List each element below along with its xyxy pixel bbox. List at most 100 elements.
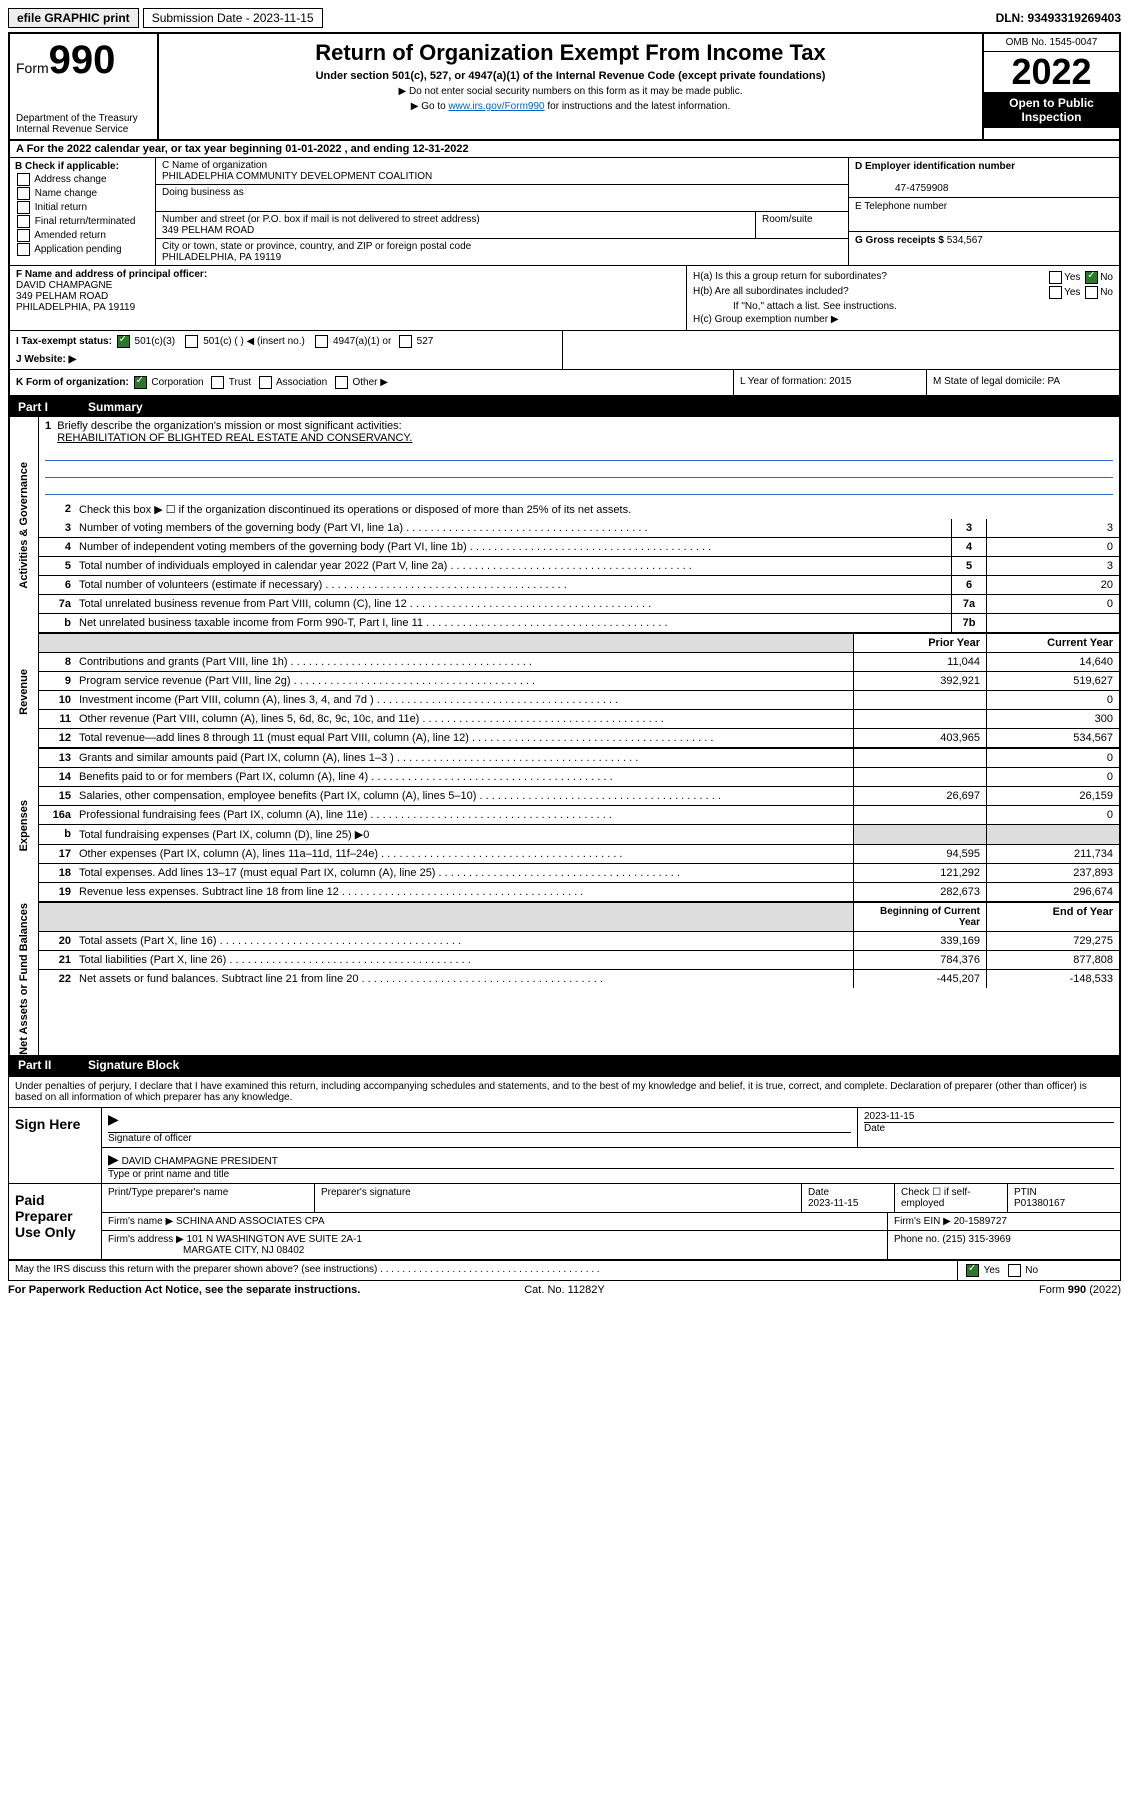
efile-print-button[interactable]: efile GRAPHIC print — [8, 8, 139, 28]
ck-501c[interactable] — [185, 335, 198, 348]
officer-addr2: PHILADELPHIA, PA 19119 — [16, 302, 135, 313]
p16a — [853, 806, 986, 824]
row-j-website: J Website: ▶ — [16, 354, 76, 365]
line-9: Program service revenue (Part VIII, line… — [75, 672, 853, 690]
hdr-current: Current Year — [986, 634, 1119, 652]
city-label: City or town, state or province, country… — [162, 241, 471, 252]
line-19: Revenue less expenses. Subtract line 18 … — [75, 883, 853, 901]
sig-intro: Under penalties of perjury, I declare th… — [9, 1077, 1120, 1108]
tab-governance: Activities & Governance — [18, 462, 30, 589]
dept-treasury: Department of the Treasury — [16, 113, 151, 124]
hdr-begin: Beginning of Current Year — [853, 903, 986, 931]
discuss-line: May the IRS discuss this return with the… — [9, 1261, 958, 1280]
tab-revenue: Revenue — [18, 669, 30, 715]
firm-name: SCHINA AND ASSOCIATES CPA — [176, 1216, 325, 1227]
ptin-value: P01380167 — [1014, 1198, 1065, 1209]
footer-right: Form 990 (2022) — [750, 1284, 1121, 1296]
p8: 11,044 — [853, 653, 986, 671]
officer-name: DAVID CHAMPAGNE — [16, 280, 112, 291]
goto-pre: ▶ Go to — [411, 101, 449, 112]
sig-officer-label: Signature of officer — [108, 1132, 851, 1144]
val-4: 0 — [986, 538, 1119, 556]
ck-trust[interactable] — [211, 376, 224, 389]
line-17: Other expenses (Part IX, column (A), lin… — [75, 845, 853, 863]
firm-phone: (215) 315-3969 — [942, 1234, 1010, 1245]
line-14: Benefits paid to or for members (Part IX… — [75, 768, 853, 786]
firm-ein-label: Firm's EIN ▶ — [894, 1216, 951, 1227]
state-domicile: M State of legal domicile: PA — [926, 370, 1119, 395]
line-20: Total assets (Part X, line 16) — [75, 932, 853, 950]
p18: 121,292 — [853, 864, 986, 882]
p17: 94,595 — [853, 845, 986, 863]
form-header: Form990 Department of the Treasury Inter… — [10, 34, 1119, 141]
p19: 282,673 — [853, 883, 986, 901]
sig-date: 2023-11-15 — [864, 1111, 914, 1122]
ck-assoc[interactable] — [259, 376, 272, 389]
line-7b: Net unrelated business taxable income fr… — [75, 614, 951, 632]
omb-number: OMB No. 1545-0047 — [984, 34, 1119, 52]
row-i-j: I Tax-exempt status: 501(c)(3) 501(c) ( … — [10, 331, 1119, 370]
p9: 392,921 — [853, 672, 986, 690]
line-15: Salaries, other compensation, employee b… — [75, 787, 853, 805]
gross-value: 534,567 — [947, 235, 983, 246]
ck-corp[interactable] — [134, 376, 147, 389]
c21: 877,808 — [986, 951, 1119, 969]
box-b-header: B Check if applicable: — [15, 161, 119, 172]
part2-title: Signature Block — [88, 1058, 179, 1072]
p10 — [853, 691, 986, 709]
ck-501c3[interactable] — [117, 335, 130, 348]
irs-link[interactable]: www.irs.gov/Form990 — [448, 101, 544, 112]
ha-yes[interactable] — [1049, 271, 1062, 284]
c11: 300 — [986, 710, 1119, 728]
val-6: 20 — [986, 576, 1119, 594]
hb-no[interactable] — [1085, 286, 1098, 299]
p11 — [853, 710, 986, 728]
form-label: Form — [16, 60, 49, 76]
ck-initial[interactable] — [17, 201, 30, 214]
page-footer: For Paperwork Reduction Act Notice, see … — [8, 1281, 1121, 1299]
c13: 0 — [986, 749, 1119, 767]
ck-address[interactable] — [17, 173, 30, 186]
discuss-yes[interactable] — [966, 1264, 979, 1277]
line-18: Total expenses. Add lines 13–17 (must eq… — [75, 864, 853, 882]
officer-label: F Name and address of principal officer: — [16, 269, 207, 280]
hb-label: H(b) Are all subordinates included? — [693, 286, 1047, 299]
val-3: 3 — [986, 519, 1119, 537]
form-number: 990 — [49, 38, 116, 82]
line-16b: Total fundraising expenses (Part IX, col… — [75, 825, 853, 844]
ein-label: D Employer identification number — [855, 161, 1015, 172]
c20: 729,275 — [986, 932, 1119, 950]
p14 — [853, 768, 986, 786]
section-b-c-d-e: B Check if applicable: Address change Na… — [10, 158, 1119, 266]
ck-name[interactable] — [17, 187, 30, 200]
ha-no[interactable] — [1085, 271, 1098, 284]
dln: DLN: 93493319269403 — [996, 11, 1121, 25]
goto-note: ▶ Go to www.irs.gov/Form990 for instruct… — [169, 101, 972, 112]
type-name-label: Type or print name and title — [108, 1168, 1114, 1180]
p15: 26,697 — [853, 787, 986, 805]
tax-year: 2022 — [984, 52, 1119, 92]
line-1: 1 Briefly describe the organization's mi… — [39, 417, 1119, 500]
ck-amended[interactable] — [17, 229, 30, 242]
firm-phone-label: Phone no. — [894, 1234, 940, 1245]
discuss-no[interactable] — [1008, 1264, 1021, 1277]
ck-4947[interactable] — [315, 335, 328, 348]
ck-final[interactable] — [17, 215, 30, 228]
prep-sig-label: Preparer's signature — [315, 1184, 802, 1212]
open-public: Open to Public Inspection — [984, 92, 1119, 128]
goto-post: for instructions and the latest informat… — [545, 101, 731, 112]
officer-addr1: 349 PELHAM ROAD — [16, 291, 108, 302]
box-f: F Name and address of principal officer:… — [10, 266, 687, 330]
ck-other[interactable] — [335, 376, 348, 389]
c8: 14,640 — [986, 653, 1119, 671]
ck-pending[interactable] — [17, 243, 30, 256]
firm-addr1: 101 N WASHINGTON AVE SUITE 2A-1 — [187, 1234, 362, 1245]
line-5: Total number of individuals employed in … — [75, 557, 951, 575]
row-k-label: K Form of organization: — [16, 377, 129, 388]
val-5: 3 — [986, 557, 1119, 575]
ptin-label: PTIN — [1014, 1187, 1037, 1198]
prep-date: 2023-11-15 — [808, 1198, 858, 1209]
hb-yes[interactable] — [1049, 286, 1062, 299]
ck-527[interactable] — [399, 335, 412, 348]
tab-net: Net Assets or Fund Balances — [18, 903, 30, 1055]
